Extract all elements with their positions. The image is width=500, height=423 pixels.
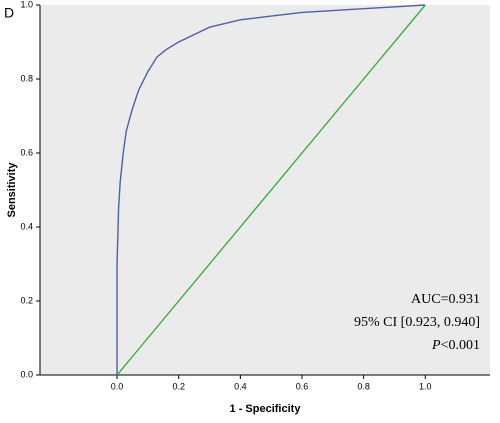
roc-line [116, 4, 426, 375]
annotation: 95% CI [0.923, 0.940] [354, 315, 480, 330]
x-tick-label: 0.2 [172, 381, 185, 391]
x-tick-label: 0.4 [234, 381, 247, 391]
y-tick-label: 0.0 [20, 369, 33, 379]
x-tick-label: 1.0 [419, 381, 432, 391]
y-tick-label: 0.8 [20, 73, 33, 83]
y-tick-label: 0.4 [20, 221, 33, 231]
x-tick-label: 0.6 [296, 381, 309, 391]
y-axis-title: Sensitivity [6, 162, 18, 218]
annotation: P<0.001 [431, 338, 480, 353]
annotation: AUC=0.931 [411, 292, 480, 307]
x-tick-label: 0.8 [357, 381, 370, 391]
plot-area [40, 5, 490, 375]
y-tick-label: 0.2 [20, 295, 33, 305]
y-tick-label: 1.0 [20, 0, 33, 9]
annotation-italic: P [431, 338, 441, 353]
x-axis-title: 1 - Specificity [230, 403, 302, 415]
annotation-text: <0.001 [441, 338, 480, 353]
panel-label: D [4, 5, 14, 21]
roc-line [116, 4, 426, 376]
y-tick-label: 0.6 [20, 147, 33, 157]
x-tick-label: 0.0 [111, 381, 124, 391]
